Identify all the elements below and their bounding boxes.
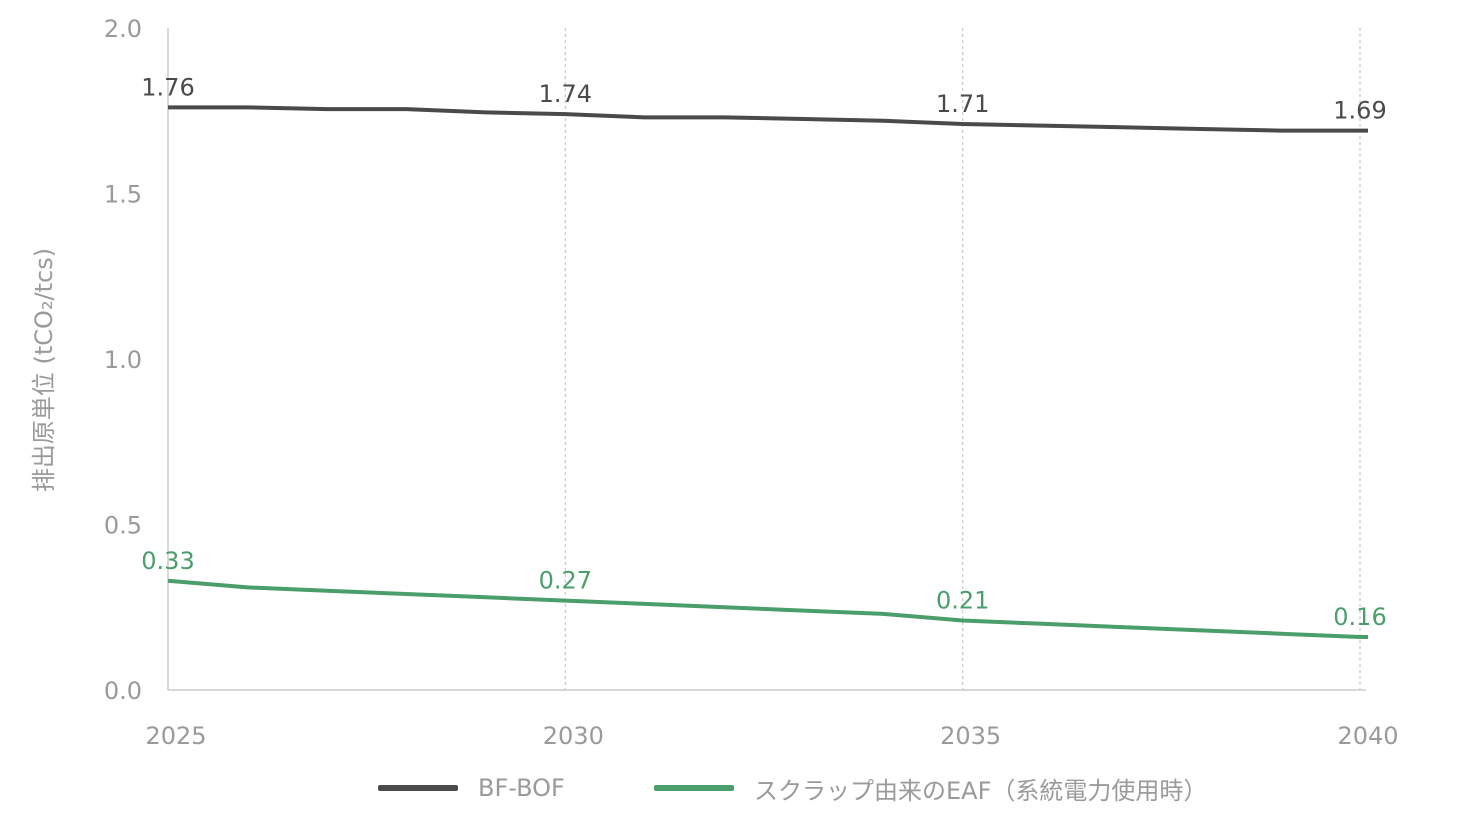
data-labels: 1.76 1.74 1.71 1.69 0.33 0.27 0.21 0.16	[141, 73, 1386, 631]
legend-item-scrap-eaf: スクラップ由来のEAF（系統電力使用時）	[654, 760, 1207, 816]
y-tick-label: 0.0	[104, 677, 142, 705]
y-tick-label: 2.0	[104, 15, 142, 43]
data-label: 1.74	[539, 80, 592, 108]
data-label: 1.76	[141, 73, 194, 101]
y-axis-ticks: 0.0 0.5 1.0 1.5 2.0	[104, 15, 142, 705]
data-label: 0.16	[1333, 603, 1386, 631]
axes	[167, 28, 1366, 691]
series-line-1	[167, 578, 1368, 639]
x-axis-ticks: 2025 2030 2035 2040	[145, 722, 1398, 750]
data-label: 1.71	[936, 90, 989, 118]
x-tick-label: 2030	[543, 722, 604, 750]
line-chart: 0.0 0.5 1.0 1.5 2.0 2025 2030 2035 2040 排出原単位 (…	[30, 15, 1399, 750]
legend-swatch-bf-bof	[378, 785, 458, 791]
series-line-0	[168, 105, 1368, 133]
legend: BF-BOF スクラップ由来のEAF（系統電力使用時）	[0, 760, 1462, 816]
y-tick-label: 1.0	[104, 346, 142, 374]
legend-item-bf-bof: BF-BOF	[378, 760, 565, 816]
grid-lines	[564, 28, 1361, 690]
y-axis-label: 排出原単位 (tCO₂/tcs)	[30, 248, 58, 492]
data-label: 0.21	[936, 586, 989, 614]
x-tick-label: 2040	[1337, 722, 1398, 750]
x-tick-label: 2025	[145, 722, 206, 750]
legend-swatch-scrap-eaf	[654, 785, 734, 791]
data-label: 1.69	[1333, 97, 1386, 125]
y-tick-label: 0.5	[104, 512, 142, 540]
series-lines	[167, 105, 1368, 639]
y-tick-label: 1.5	[104, 181, 142, 209]
x-tick-label: 2035	[940, 722, 1001, 750]
legend-label-scrap-eaf: スクラップ由来のEAF（系統電力使用時）	[754, 776, 1208, 805]
data-label: 0.27	[539, 567, 592, 595]
data-label: 0.33	[141, 547, 194, 575]
legend-label-bf-bof: BF-BOF	[478, 774, 565, 802]
